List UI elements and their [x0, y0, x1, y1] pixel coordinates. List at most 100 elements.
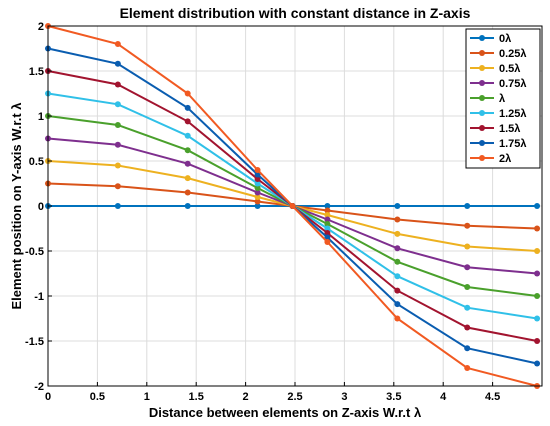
x-tick-label: 2.5 — [287, 391, 302, 403]
x-tick-label: 4 — [440, 391, 447, 403]
data-point — [114, 122, 121, 128]
data-point — [324, 221, 331, 227]
chart-title: Element distribution with constant dista… — [120, 5, 471, 21]
y-tick-label: 1.5 — [29, 66, 44, 78]
x-tick-label: 3.5 — [386, 391, 401, 403]
legend-label: 1.5λ — [499, 123, 520, 135]
data-point — [254, 185, 261, 191]
data-point — [184, 189, 191, 196]
legend-label: 0.5λ — [499, 63, 520, 75]
data-point — [114, 41, 121, 47]
legend-label: 1.25λ — [499, 108, 527, 120]
legend-item: 2λ — [470, 153, 511, 165]
data-point — [184, 175, 191, 182]
legend-swatch-marker — [479, 95, 485, 101]
legend-label: 0λ — [499, 33, 511, 45]
legend-item: 0.75λ — [470, 78, 527, 90]
data-point — [114, 162, 121, 169]
data-point — [464, 365, 471, 371]
y-axis-label: Element position on Y-axis W.r.t λ — [9, 102, 24, 310]
data-point — [254, 203, 261, 209]
y-axis-ticks: 2 1.5 1 0.5 0 -0.5 -1 -1.5 -2 — [25, 21, 52, 393]
data-point — [324, 203, 331, 209]
data-point — [534, 270, 541, 277]
data-point — [534, 293, 541, 299]
data-point — [289, 203, 296, 209]
legend: 0λ 0.25λ 0.5λ 0.75λ λ 1.25λ 1.5λ 1.75λ 2λ — [465, 28, 541, 169]
data-point — [254, 171, 261, 178]
data-point — [394, 315, 401, 322]
legend-swatch-marker — [479, 80, 485, 86]
data-point — [114, 183, 121, 190]
legend-swatch-marker — [479, 110, 485, 116]
data-point — [464, 345, 471, 352]
data-point — [464, 243, 471, 250]
x-axis-label: Distance between elements on Z-axis W.r.… — [149, 405, 422, 420]
data-point — [114, 81, 121, 88]
y-tick-label: 0 — [38, 201, 44, 213]
y-tick-label: 0.5 — [29, 156, 44, 168]
data-point — [324, 234, 331, 241]
data-point — [184, 104, 191, 111]
data-point — [114, 60, 121, 67]
data-point — [394, 216, 401, 223]
legend-swatch-marker — [479, 125, 485, 131]
data-point — [254, 167, 261, 173]
data-point — [394, 245, 401, 252]
legend-swatch-marker — [479, 155, 485, 161]
legend-label: 0.25λ — [499, 48, 527, 60]
legend-swatch-marker — [479, 50, 485, 56]
data-point — [534, 203, 541, 209]
data-point — [534, 248, 541, 254]
data-point — [184, 132, 191, 139]
data-point — [184, 118, 191, 125]
legend-item: λ — [470, 93, 505, 105]
legend-label: 0.75λ — [499, 78, 527, 90]
data-point — [394, 273, 401, 280]
legend-item: 1.25λ — [470, 108, 527, 120]
data-point — [184, 160, 191, 167]
data-point — [464, 284, 471, 290]
data-point — [114, 141, 121, 148]
data-point — [254, 176, 261, 182]
data-point — [114, 101, 121, 108]
x-tick-label: 4.5 — [485, 391, 500, 403]
data-point — [394, 203, 401, 209]
data-point — [324, 216, 331, 223]
legend-swatch-marker — [479, 35, 485, 41]
data-point — [534, 360, 541, 367]
data-point — [464, 264, 471, 271]
data-point — [324, 212, 331, 218]
x-tick-label: 3 — [341, 391, 347, 403]
data-point — [394, 258, 401, 265]
data-point — [254, 194, 261, 200]
data-point — [464, 304, 471, 311]
data-point — [534, 225, 541, 232]
x-tick-label: 0 — [45, 391, 51, 403]
data-point — [254, 189, 261, 196]
x-tick-label: 2 — [243, 391, 249, 403]
legend-item: 1.5λ — [470, 123, 520, 135]
y-tick-label: -1.5 — [25, 336, 44, 348]
data-point — [184, 203, 191, 209]
y-tick-label: -1 — [34, 291, 44, 303]
data-point — [114, 203, 121, 209]
data-point — [324, 207, 331, 214]
legend-item: 0.5λ — [470, 63, 520, 75]
data-point — [394, 301, 401, 308]
x-tick-label: 0.5 — [90, 391, 105, 403]
x-tick-label: 1 — [144, 391, 150, 403]
legend-swatch-marker — [479, 65, 485, 71]
legend-label: 2λ — [499, 153, 511, 165]
data-point — [394, 287, 401, 294]
y-tick-label: -0.5 — [25, 246, 44, 258]
legend-item: 0.25λ — [470, 48, 527, 60]
legend-label: λ — [499, 93, 505, 105]
x-axis-ticks: 0 0.5 1 1.5 2 2.5 3 3.5 4 4.5 — [45, 382, 500, 403]
y-tick-label: 1 — [38, 111, 44, 123]
data-point — [324, 225, 331, 232]
data-point — [464, 222, 471, 229]
y-tick-label: -2 — [34, 381, 44, 393]
legend-item: 0λ — [470, 33, 511, 45]
